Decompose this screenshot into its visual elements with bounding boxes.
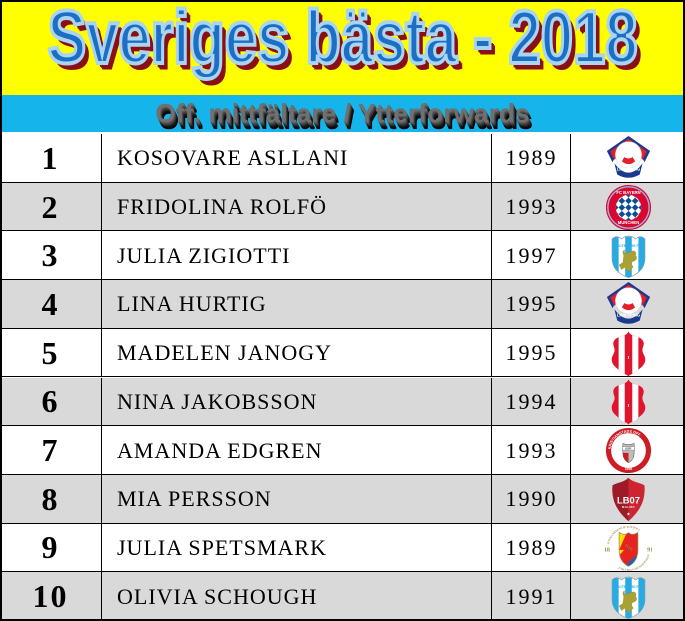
svg-text:P: P (620, 345, 623, 351)
svg-text:1998: 1998 (625, 467, 632, 471)
svg-text:MUNCHEN: MUNCHEN (618, 219, 640, 224)
svg-text:KDFF: KDFF (625, 449, 632, 451)
svg-text:LB07: LB07 (617, 494, 640, 505)
svg-text:18: 18 (605, 548, 610, 554)
svg-text:91: 91 (647, 548, 652, 554)
svg-text:GOTEBORG FF: GOTEBORG FF (616, 585, 640, 589)
svg-text:GOTEBORG FF: GOTEBORG FF (616, 244, 640, 248)
svg-text:FC BAYERN: FC BAYERN (616, 189, 640, 194)
svg-text:F: F (634, 394, 637, 400)
svg-text:P: P (620, 394, 623, 400)
svg-text:LINKOPING: LINKOPING (617, 167, 641, 172)
svg-text:F: F (634, 345, 637, 351)
svg-text:LINKOPING: LINKOPING (617, 313, 641, 318)
svg-text:MALMO: MALMO (622, 505, 635, 509)
